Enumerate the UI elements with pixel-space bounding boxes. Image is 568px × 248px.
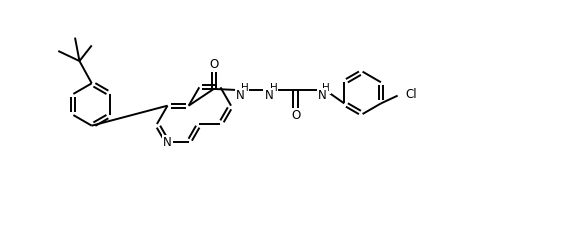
Text: H: H	[270, 83, 277, 93]
Text: O: O	[209, 58, 219, 71]
Text: Cl: Cl	[405, 88, 416, 101]
Text: N: N	[163, 136, 172, 149]
Text: O: O	[291, 109, 300, 122]
Text: H: H	[241, 83, 248, 93]
Text: N: N	[236, 89, 245, 102]
Text: N: N	[265, 89, 274, 102]
Text: H: H	[323, 83, 330, 93]
Text: N: N	[318, 89, 327, 102]
